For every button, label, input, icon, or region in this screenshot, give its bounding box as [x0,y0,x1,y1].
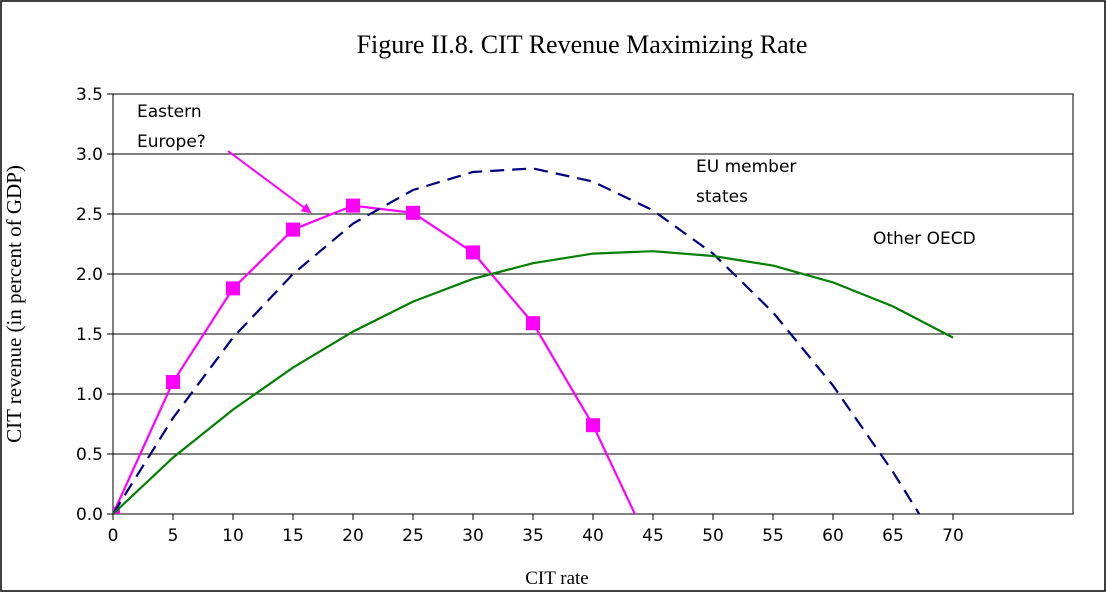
y-axis-label: CIT revenue (in percent of GDP) [2,165,26,443]
annotation: states [696,187,748,207]
point-marker [586,418,600,433]
x-tick-label: 50 [702,526,724,546]
series-line [113,204,637,514]
annotation: Eastern [137,102,202,122]
x-tick-label: 0 [108,526,119,546]
x-axis-label: CIT rate [525,568,589,589]
series-layer [113,167,954,514]
point-marker [466,245,480,260]
series-line [113,250,954,514]
y-tick-label: 1.0 [76,385,103,405]
annotation: Europe? [137,132,206,152]
y-tick-label: 3.5 [76,85,103,105]
y-tick-label: 2.0 [76,265,103,285]
point-marker [406,205,420,220]
x-tick-label: 60 [822,526,844,546]
annotation: EU member [696,157,796,177]
y-tick-label: 2.5 [76,205,103,225]
y-tick-label: 1.5 [76,325,103,345]
x-tick-label: 40 [582,526,604,546]
annotation: Other OECD [873,229,976,249]
x-tick-label: 45 [642,526,664,546]
point-marker [286,222,300,237]
y-tick-label: 0.0 [76,505,103,525]
point-marker [346,198,360,213]
point-marker [166,375,180,389]
annotation-arrow [227,150,312,214]
point-marker [226,281,240,296]
x-tick-label: 20 [342,526,364,546]
chart-title: Figure II.8. CIT Revenue Maximizing Rate [357,30,808,59]
y-tick-label: 3.0 [76,145,103,165]
x-tick-label: 15 [282,526,304,546]
x-tick-label: 10 [222,526,244,546]
point-marker [526,316,540,331]
x-tick-label: 35 [522,526,544,546]
x-tick-label: 65 [882,526,904,546]
x-tick-label: 25 [402,526,424,546]
series-line [113,167,921,514]
x-tick-label: 30 [462,526,484,546]
x-tick-label: 5 [168,526,179,546]
annotations: Eastern Europe? EU member states Other OECD [137,102,976,249]
plot-area [112,93,1074,515]
x-tick-label: 55 [762,526,784,546]
x-tick-label: 70 [942,526,964,546]
y-tick-label: 0.5 [76,445,103,465]
